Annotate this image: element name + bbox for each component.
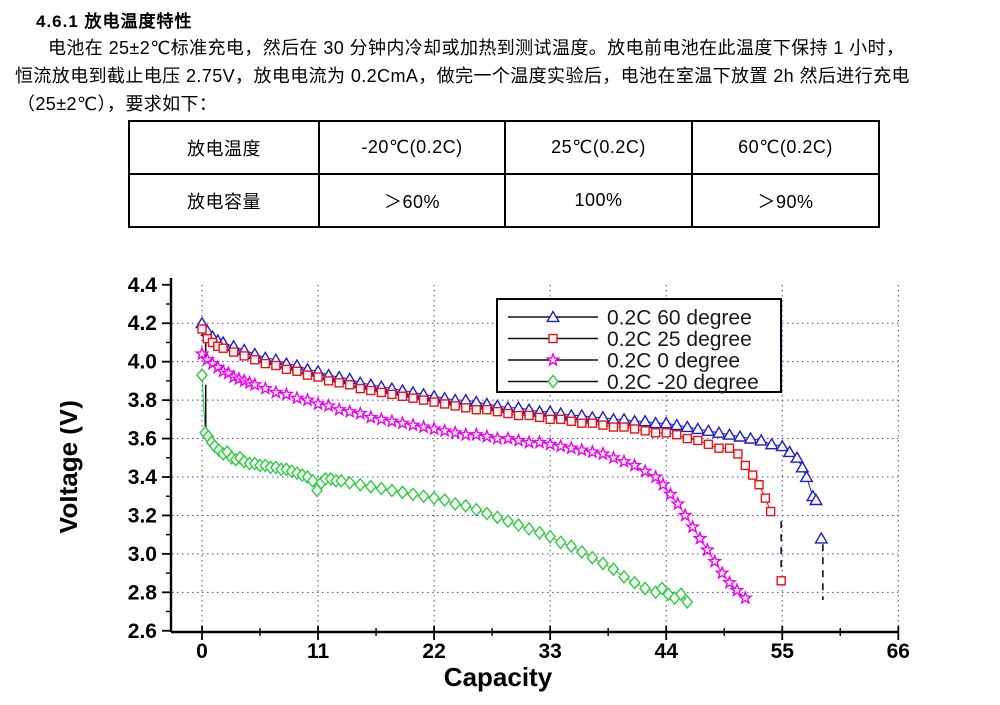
- table-cell: -20℃(0.2C): [318, 120, 506, 175]
- series-markers-0.2c-0-degree: [194, 346, 753, 605]
- x-tick-label: 66: [887, 640, 910, 663]
- table-cell: ＞90%: [691, 173, 880, 228]
- y-tick-label: 3.6: [128, 428, 157, 451]
- section-title: 4.6.1 放电温度特性: [36, 12, 193, 31]
- series-markers-0.2c--20-degree: [196, 368, 694, 610]
- legend-label: 0.2C 0 degree: [607, 350, 740, 373]
- legend-label: 0.2C 60 degree: [607, 307, 752, 330]
- x-tick-label: 33: [538, 640, 561, 663]
- series-markers-0.2c-25-degree: [197, 324, 786, 586]
- legend-label: 0.2C 25 degree: [607, 328, 752, 351]
- axis-ticks: [162, 283, 900, 640]
- tick-labels: 0 11 22 33 44 55 66 2.6 2.8 3.0 3.2 3.4 3.6 3.8 4.0 4.2…: [128, 274, 910, 663]
- y-tick-label: 3.0: [128, 543, 157, 566]
- y-tick-label: 4.2: [128, 312, 157, 335]
- x-tick-label: 44: [655, 640, 679, 663]
- y-tick-label: 2.6: [128, 620, 157, 643]
- y-tick-label: 3.2: [128, 504, 157, 527]
- legend-label: 0.2C -20 degree: [607, 371, 759, 394]
- discharge-curve-figure: 0 11 22 33 44 55 66 2.6 2.8 3.0 3.2 3.4 3.6 3.8 4.0 4.2…: [53, 262, 1000, 700]
- y-tick-label: 4.0: [128, 351, 157, 374]
- table-row: 放电容量 ＞60% 100% ＞90%: [128, 173, 880, 228]
- table-cell: 60℃(0.2C): [691, 120, 880, 175]
- y-tick-label: 4.4: [128, 274, 158, 297]
- y-tick-label: 3.4: [128, 466, 158, 489]
- paragraph-line-3: （25±2℃），要求如下：: [17, 94, 218, 114]
- paragraph-line-1: 电池在 25±2℃标准充电，然后在 30 分钟内冷却或加热到测试温度。放电前电池…: [48, 38, 905, 58]
- voltage-capacity-chart: 0 11 22 33 44 55 66 2.6 2.8 3.0 3.2 3.4 3.6 3.8 4.0 4.2…: [53, 274, 910, 692]
- table-cell-row-header: 放电温度: [128, 120, 320, 175]
- x-tick-label: 22: [422, 640, 445, 663]
- table-cell: 25℃(0.2C): [504, 120, 693, 175]
- table-cell-row-header: 放电容量: [128, 173, 320, 228]
- x-tick-label: 0: [196, 640, 208, 663]
- table-cell: ＞60%: [318, 173, 506, 228]
- table-row: 放电温度 -20℃(0.2C) 25℃(0.2C) 60℃(0.2C): [128, 120, 880, 175]
- table-cell: 100%: [504, 173, 693, 228]
- x-axis-title: Capacity: [444, 662, 553, 692]
- x-tick-label: 55: [771, 640, 795, 663]
- y-tick-label: 3.8: [128, 389, 158, 412]
- y-axis-title: Voltage (V): [60, 400, 83, 534]
- x-tick-label: 11: [307, 640, 330, 663]
- y-tick-label: 2.8: [128, 581, 158, 604]
- paragraph-line-2: 恒流放电到截止电压 2.75V，放电电流为 0.2CmA，做完一个温度实验后，电…: [15, 66, 910, 86]
- discharge-spec-table: 放电温度 -20℃(0.2C) 25℃(0.2C) 60℃(0.2C) 放电容量…: [128, 120, 880, 228]
